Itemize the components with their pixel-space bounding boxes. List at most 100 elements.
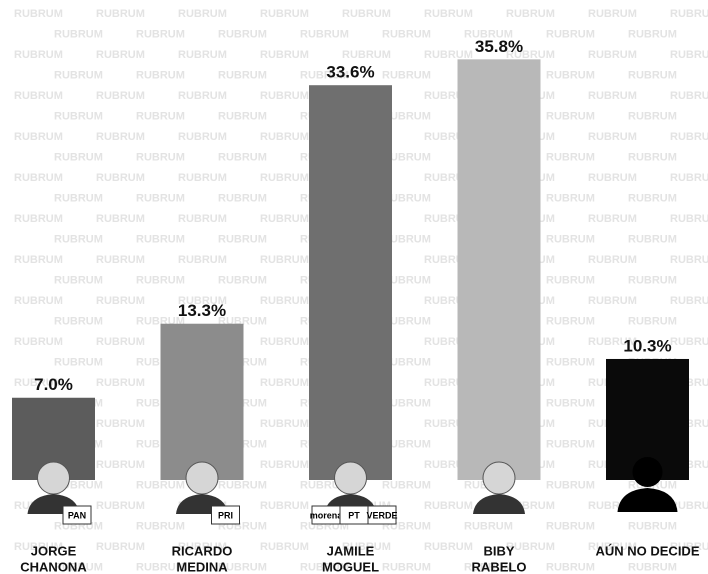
watermark: RUBRUM [382, 274, 431, 286]
watermark: RUBRUM [96, 90, 145, 102]
watermark: RUBRUM [670, 500, 708, 512]
watermark: RUBRUM [546, 69, 595, 81]
category-label: RABELO [472, 559, 527, 574]
avatar-body [473, 494, 525, 514]
watermark: RUBRUM [54, 151, 103, 163]
watermark: RUBRUM [628, 233, 677, 245]
watermark: RUBRUM [14, 377, 63, 389]
watermark: RUBRUM [96, 377, 145, 389]
category-label: CHANONA [20, 559, 87, 574]
watermark: RUBRUM [588, 8, 637, 20]
watermark: RUBRUM [588, 90, 637, 102]
watermark: RUBRUM [628, 561, 677, 573]
watermark: RUBRUM [178, 90, 227, 102]
watermark: RUBRUM [628, 315, 677, 327]
watermark: RUBRUM [136, 69, 185, 81]
watermark: RUBRUM [260, 541, 309, 553]
watermark: RUBRUM [628, 274, 677, 286]
watermark: RUBRUM [382, 69, 431, 81]
watermark: RUBRUM [342, 8, 391, 20]
watermark: RUBRUM [218, 479, 267, 491]
watermark: RUBRUM [382, 233, 431, 245]
watermark: RUBRUM [96, 254, 145, 266]
watermark: RUBRUM [178, 541, 227, 553]
watermark: RUBRUM [464, 561, 513, 573]
watermark: RUBRUM [218, 561, 267, 573]
watermark: RUBRUM [14, 8, 63, 20]
value-label: 10.3% [623, 336, 671, 355]
watermark: RUBRUM [178, 172, 227, 184]
watermark: RUBRUM [382, 561, 431, 573]
watermark: RUBRUM [54, 561, 103, 573]
category-label: MEDINA [176, 559, 228, 574]
value-label: 13.3% [178, 301, 226, 320]
watermark: RUBRUM [260, 254, 309, 266]
watermark: RUBRUM [628, 69, 677, 81]
category-label: RICARDO [172, 543, 233, 558]
watermark: RUBRUM [670, 336, 708, 348]
watermark: RUBRUM [218, 192, 267, 204]
watermark: RUBRUM [546, 356, 595, 368]
watermark: RUBRUM [342, 541, 391, 553]
watermark: RUBRUM [54, 192, 103, 204]
watermark: RUBRUM [96, 336, 145, 348]
watermark: RUBRUM [96, 459, 145, 471]
watermark: RUBRUM [382, 356, 431, 368]
watermark: RUBRUM [424, 49, 473, 61]
watermark: RUBRUM [178, 213, 227, 225]
watermark: RUBRUM [670, 172, 708, 184]
watermark: RUBRUM [260, 418, 309, 430]
watermark: RUBRUM [14, 336, 63, 348]
watermark: RUBRUM [546, 315, 595, 327]
watermark: RUBRUM [670, 541, 708, 553]
watermark: RUBRUM [54, 356, 103, 368]
watermark: RUBRUM [628, 28, 677, 40]
watermark: RUBRUM [546, 110, 595, 122]
watermark: RUBRUM [300, 69, 349, 81]
watermark: RUBRUM [382, 438, 431, 450]
watermark: RUBRUM [260, 172, 309, 184]
watermark: RUBRUM [54, 110, 103, 122]
watermark: RUBRUM [382, 315, 431, 327]
avatar [617, 457, 678, 512]
watermark: RUBRUM [54, 274, 103, 286]
watermark: RUBRUM [136, 233, 185, 245]
watermark: RUBRUM [546, 438, 595, 450]
watermark: RUBRUM [14, 541, 63, 553]
watermark: RUBRUM [96, 131, 145, 143]
party-label: PT [348, 510, 360, 520]
watermark: RUBRUM [260, 49, 309, 61]
watermark: RUBRUM [178, 8, 227, 20]
category-label: JORGE [31, 543, 77, 558]
watermark: RUBRUM [588, 49, 637, 61]
party-label: VERDE [366, 510, 397, 520]
party-label: PRI [218, 510, 233, 520]
watermark: RUBRUM [136, 479, 185, 491]
watermark: RUBRUM [464, 28, 513, 40]
watermark: RUBRUM [260, 295, 309, 307]
watermark: RUBRUM [96, 295, 145, 307]
watermark: RUBRUM [14, 254, 63, 266]
watermark: RUBRUM [588, 541, 637, 553]
watermark: RUBRUM [506, 8, 555, 20]
watermark: RUBRUM [546, 28, 595, 40]
watermark: RUBRUM [424, 500, 473, 512]
watermark: RUBRUM [96, 8, 145, 20]
watermark: RUBRUM [260, 8, 309, 20]
watermark: RUBRUM [464, 520, 513, 532]
watermark: RUBRUM [300, 561, 349, 573]
watermark: RUBRUM [260, 459, 309, 471]
watermark: RUBRUM [136, 110, 185, 122]
watermark: RUBRUM [260, 377, 309, 389]
watermark: RUBRUM [260, 213, 309, 225]
watermark: RUBRUM [300, 28, 349, 40]
watermark: RUBRUM [382, 192, 431, 204]
bar [309, 85, 392, 480]
category-label: MOGUEL [322, 559, 379, 574]
watermark: RUBRUM [136, 151, 185, 163]
watermark: RUBRUM [546, 479, 595, 491]
party-label: PAN [68, 510, 86, 520]
watermark: RUBRUM [670, 295, 708, 307]
